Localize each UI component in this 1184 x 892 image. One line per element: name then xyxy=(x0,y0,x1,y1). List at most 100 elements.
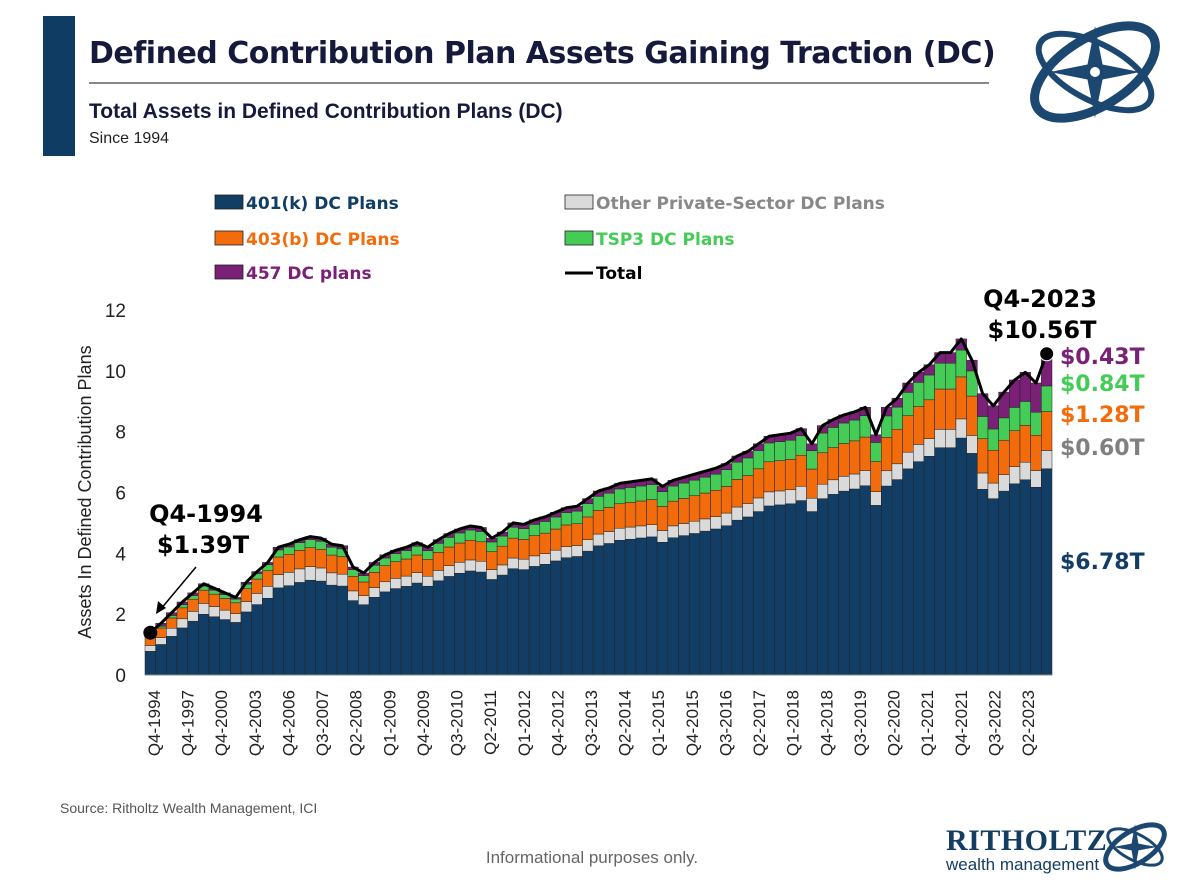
bar-other-private xyxy=(326,572,338,586)
bar-403b xyxy=(742,475,754,504)
bar-tsp3 xyxy=(518,528,530,540)
bar-tsp3 xyxy=(934,362,946,390)
bar-other-private xyxy=(336,573,348,587)
bar-401k xyxy=(347,600,359,676)
bar-403b xyxy=(603,507,615,532)
x-tick-label: Q3-2016 xyxy=(717,690,736,756)
bar-tsp3 xyxy=(806,450,818,470)
bar-tsp3 xyxy=(945,362,957,390)
page-title: Defined Contribution Plan Assets Gaining… xyxy=(89,36,996,71)
start-marker xyxy=(143,625,158,640)
bar-403b xyxy=(347,576,359,592)
bar-403b xyxy=(923,399,935,439)
x-tick-label: Q4-2018 xyxy=(817,690,836,756)
bar-403b xyxy=(251,578,263,594)
bar-403b xyxy=(454,542,466,563)
bar-403b xyxy=(550,528,562,551)
bar-401k xyxy=(742,516,754,676)
bar-other-private xyxy=(422,576,434,587)
x-tick-label: Q1-2018 xyxy=(784,690,803,756)
bar-other-private xyxy=(913,444,925,462)
bar-403b xyxy=(838,443,850,477)
bar-tsp3 xyxy=(315,541,327,550)
bar-tsp3 xyxy=(496,535,509,547)
x-tick-label: Q3-2013 xyxy=(582,690,601,756)
bar-401k xyxy=(230,622,242,676)
bar-401k xyxy=(464,570,477,676)
bar-403b xyxy=(379,565,391,583)
bar-other-private xyxy=(966,435,978,454)
bar-401k xyxy=(198,614,210,676)
bar-403b xyxy=(870,461,882,492)
bar-403b xyxy=(667,500,679,527)
bar-tsp3 xyxy=(720,469,733,487)
bar-401k xyxy=(688,533,701,676)
bar-457 xyxy=(945,352,957,364)
bar-403b xyxy=(624,502,637,528)
bar-other-private xyxy=(464,559,477,572)
bar-other-private xyxy=(977,472,989,490)
bar-other-private xyxy=(635,525,647,539)
y-tick-label: 6 xyxy=(115,484,126,505)
bar-other-private xyxy=(614,527,626,541)
bar-other-private xyxy=(539,553,551,565)
bar-403b xyxy=(560,524,573,547)
bar-403b xyxy=(966,395,978,436)
x-tick-label: Q1-2015 xyxy=(649,690,668,756)
bar-401k xyxy=(166,636,178,676)
bar-other-private xyxy=(859,470,871,487)
bar-401k xyxy=(379,591,391,676)
legend-label: 401(k) DC Plans xyxy=(246,194,399,214)
bar-401k xyxy=(731,519,743,676)
bar-403b xyxy=(432,552,445,571)
bar-tsp3 xyxy=(560,512,573,526)
bar-tsp3 xyxy=(528,524,541,536)
bar-401k xyxy=(326,584,338,676)
disclaimer-note: Informational purposes only. xyxy=(485,848,699,867)
bar-other-private xyxy=(752,497,765,512)
bar-401k xyxy=(603,543,615,676)
source-note: Source: Ritholtz Wealth Management, ICI xyxy=(60,800,318,816)
bar-tsp3 xyxy=(614,488,626,504)
bar-other-private xyxy=(1041,450,1053,470)
bar-403b xyxy=(400,558,413,577)
bar-401k xyxy=(902,468,914,676)
bar-other-private xyxy=(251,593,263,605)
bar-tsp3 xyxy=(550,516,562,530)
bar-other-private xyxy=(550,549,562,562)
bar-403b xyxy=(795,454,807,487)
bar-401k xyxy=(699,530,711,676)
bar-403b xyxy=(646,499,658,525)
x-tick-label: Q1-2009 xyxy=(380,690,399,756)
bar-403b xyxy=(859,436,871,471)
brand-wordmark: RITHOLTZ wealth management xyxy=(946,826,1107,874)
start-arrow-line xyxy=(159,566,197,611)
bar-tsp3 xyxy=(849,419,861,442)
bar-tsp3 xyxy=(1041,385,1053,412)
x-tick-label: Q4-2021 xyxy=(952,690,971,756)
bar-403b xyxy=(891,428,903,465)
bar-403b xyxy=(571,523,583,546)
latest-401k-label: $6.78T xyxy=(1060,550,1145,575)
bar-403b xyxy=(294,550,306,570)
bar-other-private xyxy=(784,489,797,505)
bar-403b xyxy=(326,554,338,574)
y-tick-label: 0 xyxy=(115,666,126,687)
compass-small-logo-icon xyxy=(1103,822,1167,872)
bar-401k xyxy=(592,545,605,676)
bar-tsp3 xyxy=(710,473,722,491)
chart-subtitle: Total Assets in Defined Contribution Pla… xyxy=(89,100,563,123)
bar-401k xyxy=(304,579,316,676)
bar-401k xyxy=(176,627,188,676)
bar-403b xyxy=(475,541,487,562)
x-tick-label: Q2-2020 xyxy=(885,690,904,756)
bar-401k xyxy=(262,598,274,676)
bar-401k xyxy=(678,535,690,676)
bar-403b xyxy=(784,459,797,491)
bar-other-private xyxy=(187,611,199,622)
bar-401k xyxy=(763,505,775,676)
bar-tsp3 xyxy=(603,492,615,508)
bar-403b xyxy=(934,388,946,430)
bar-403b xyxy=(283,554,295,573)
bar-401k xyxy=(144,651,156,676)
